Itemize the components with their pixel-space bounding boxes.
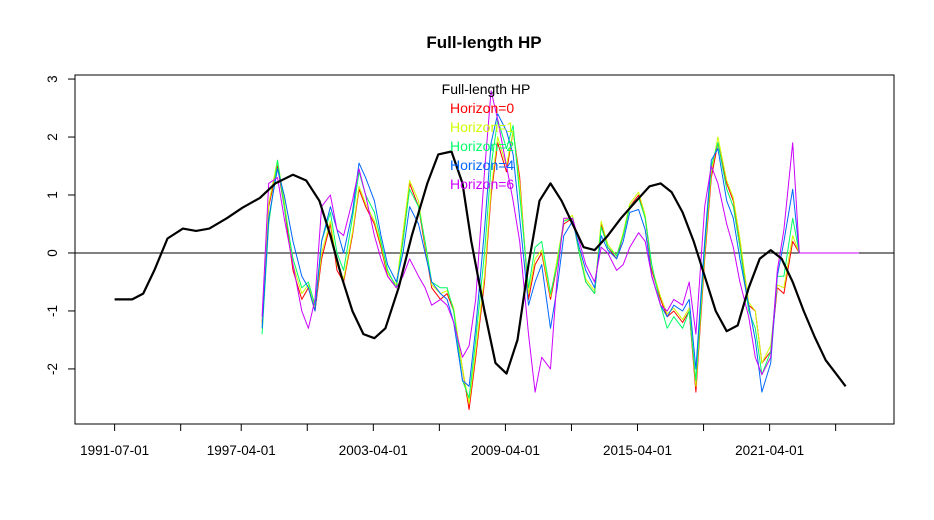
x-axis: 1991-07-01 1997-04-01 2003-04-01 2009-04-01… (80, 424, 837, 458)
x-tick-label: 2021-04-01 (735, 443, 804, 458)
legend-title: Full-length HP (442, 81, 531, 97)
x-tick-label: 1997-04-01 (207, 443, 276, 458)
y-tick-label: -1 (45, 305, 60, 317)
series-line-full-length-hp (114, 150, 847, 387)
legend-entry: Horizon=2 (450, 138, 514, 154)
y-tick-label: 3 (45, 75, 60, 83)
y-tick-label: -2 (45, 363, 60, 375)
y-axis: -2 -1 0 1 2 3 (45, 75, 75, 375)
legend-entry: Horizon=4 (450, 157, 514, 173)
y-tick-label: 0 (45, 249, 60, 257)
legend-entry: Horizon=1 (450, 119, 514, 135)
y-tick-label: 2 (45, 133, 60, 141)
series-layer (114, 90, 859, 410)
x-tick-label: 1991-07-01 (80, 443, 149, 458)
plot-frame (74, 74, 895, 425)
x-tick-label: 2003-04-01 (339, 443, 408, 458)
y-tick-label: 1 (45, 191, 60, 199)
series-line-horizon-1 (261, 130, 859, 405)
chart-title: Full-length HP (426, 33, 541, 52)
series-line-horizon-6 (261, 90, 859, 393)
legend-entry: Horizon=6 (450, 176, 514, 192)
legend-entry: Horizon=0 (450, 100, 514, 116)
x-tick-label: 2009-04-01 (471, 443, 540, 458)
x-tick-label: 2015-04-01 (603, 443, 672, 458)
legend: Full-length HP Horizon=0 Horizon=1 Horizon… (442, 81, 531, 192)
